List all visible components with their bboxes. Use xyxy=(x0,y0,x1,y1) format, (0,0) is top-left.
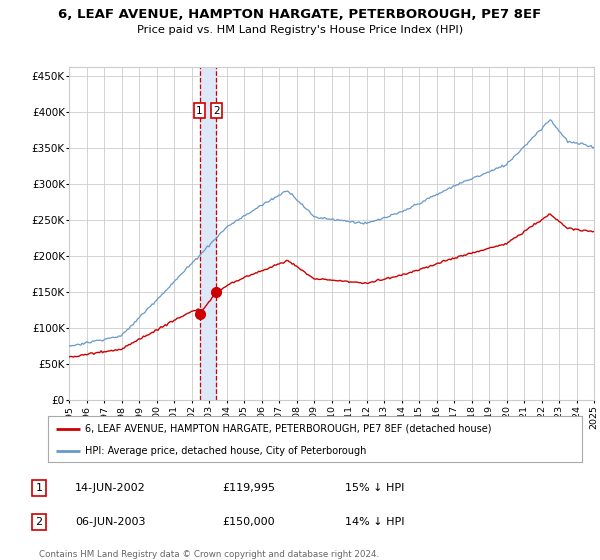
Text: 1: 1 xyxy=(35,483,43,493)
Text: 6, LEAF AVENUE, HAMPTON HARGATE, PETERBOROUGH, PE7 8EF: 6, LEAF AVENUE, HAMPTON HARGATE, PETERBO… xyxy=(58,8,542,21)
Text: 6, LEAF AVENUE, HAMPTON HARGATE, PETERBOROUGH, PE7 8EF (detached house): 6, LEAF AVENUE, HAMPTON HARGATE, PETERBO… xyxy=(85,424,492,434)
Text: Price paid vs. HM Land Registry's House Price Index (HPI): Price paid vs. HM Land Registry's House … xyxy=(137,25,463,35)
Text: Contains HM Land Registry data © Crown copyright and database right 2024.
This d: Contains HM Land Registry data © Crown c… xyxy=(39,550,379,560)
Text: HPI: Average price, detached house, City of Peterborough: HPI: Average price, detached house, City… xyxy=(85,446,367,455)
Text: 2: 2 xyxy=(213,105,220,115)
Text: £150,000: £150,000 xyxy=(222,517,275,527)
Text: 15% ↓ HPI: 15% ↓ HPI xyxy=(345,483,404,493)
Text: 14% ↓ HPI: 14% ↓ HPI xyxy=(345,517,404,527)
Bar xyxy=(200,67,217,400)
Text: 1: 1 xyxy=(196,105,203,115)
Text: 14-JUN-2002: 14-JUN-2002 xyxy=(75,483,146,493)
Text: 06-JUN-2003: 06-JUN-2003 xyxy=(75,517,146,527)
Text: £119,995: £119,995 xyxy=(222,483,275,493)
Text: 2: 2 xyxy=(35,517,43,527)
